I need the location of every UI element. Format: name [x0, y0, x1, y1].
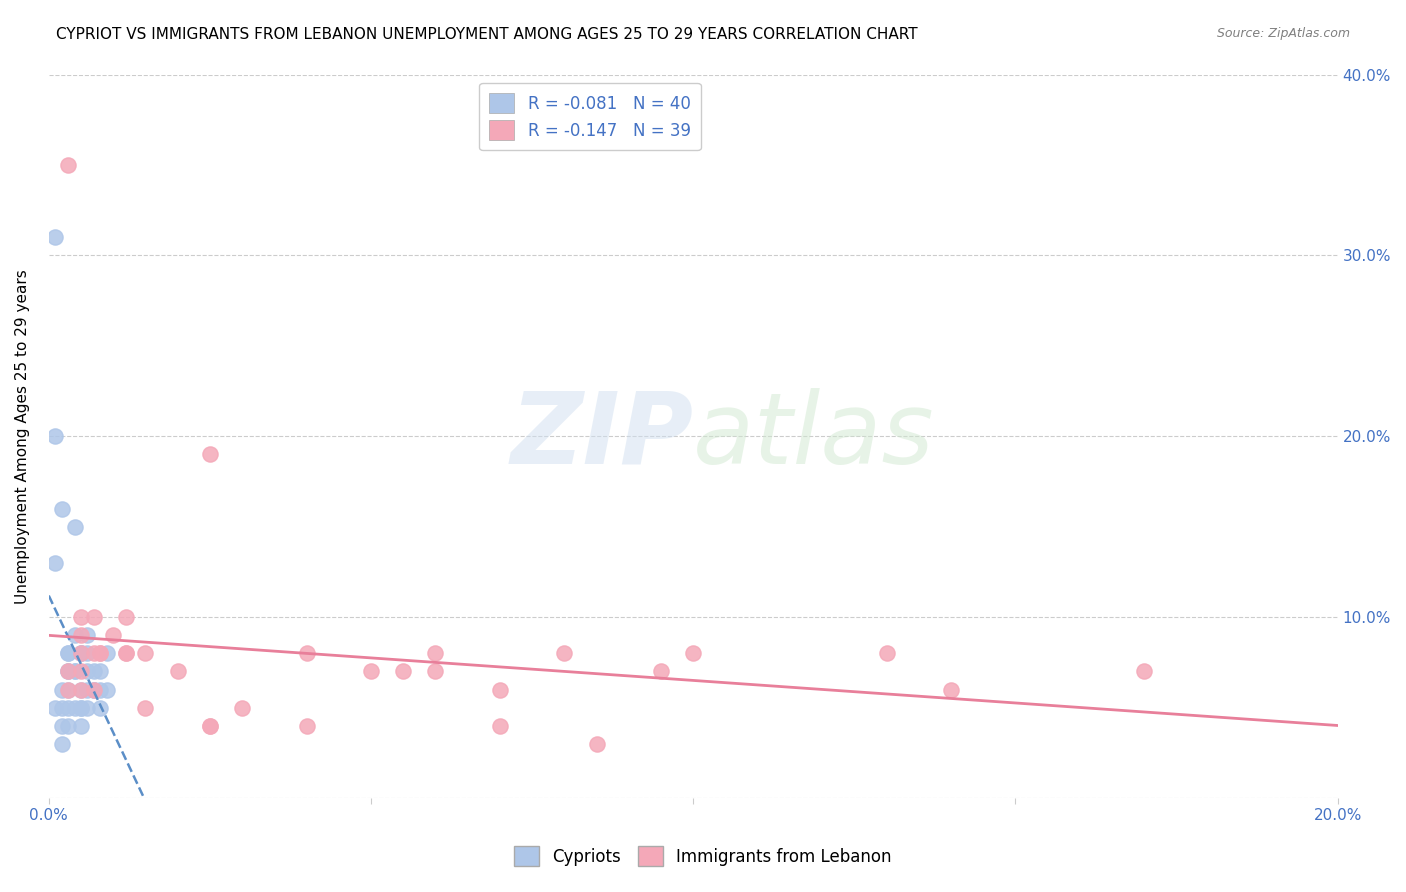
Point — [56, 665, 79, 679]
Point — [56, 682, 79, 697]
Point — [63, 665, 86, 679]
Point — [56, 682, 79, 697]
Point — [56, 665, 79, 679]
Point — [51, 700, 73, 714]
Point — [70, 682, 93, 697]
Point — [1133, 665, 1156, 679]
Point — [76, 646, 98, 660]
Point — [70, 665, 93, 679]
Point — [51, 737, 73, 751]
Point — [489, 682, 512, 697]
Point — [70, 646, 93, 660]
Point — [70, 700, 93, 714]
Point — [876, 646, 898, 660]
Point — [83, 682, 105, 697]
Y-axis label: Unemployment Among Ages 25 to 29 years: Unemployment Among Ages 25 to 29 years — [15, 268, 30, 604]
Text: Source: ZipAtlas.com: Source: ZipAtlas.com — [1216, 27, 1350, 40]
Point — [70, 646, 93, 660]
Point — [425, 665, 447, 679]
Point — [295, 719, 318, 733]
Point — [89, 682, 111, 697]
Point — [650, 665, 672, 679]
Point — [44, 556, 66, 570]
Point — [44, 429, 66, 443]
Point — [70, 628, 93, 642]
Point — [553, 646, 575, 660]
Point — [83, 682, 105, 697]
Point — [89, 700, 111, 714]
Point — [96, 682, 118, 697]
Point — [51, 501, 73, 516]
Point — [198, 719, 221, 733]
Point — [70, 610, 93, 624]
Point — [360, 665, 382, 679]
Point — [76, 628, 98, 642]
Point — [56, 646, 79, 660]
Point — [70, 682, 93, 697]
Point — [295, 646, 318, 660]
Point — [89, 646, 111, 660]
Point — [115, 646, 138, 660]
Point — [56, 719, 79, 733]
Point — [56, 158, 79, 172]
Point — [425, 646, 447, 660]
Point — [56, 665, 79, 679]
Point — [83, 682, 105, 697]
Point — [56, 700, 79, 714]
Point — [70, 646, 93, 660]
Legend: Cypriots, Immigrants from Lebanon: Cypriots, Immigrants from Lebanon — [506, 838, 900, 875]
Point — [115, 610, 138, 624]
Point — [63, 628, 86, 642]
Point — [198, 447, 221, 461]
Point — [89, 646, 111, 660]
Point — [83, 646, 105, 660]
Point — [89, 665, 111, 679]
Point — [489, 719, 512, 733]
Point — [134, 700, 156, 714]
Point — [76, 665, 98, 679]
Point — [166, 665, 188, 679]
Point — [63, 665, 86, 679]
Point — [70, 719, 93, 733]
Point — [51, 682, 73, 697]
Point — [56, 646, 79, 660]
Point — [83, 665, 105, 679]
Point — [76, 682, 98, 697]
Text: atlas: atlas — [693, 388, 935, 484]
Point — [134, 646, 156, 660]
Point — [76, 700, 98, 714]
Text: CYPRIOT VS IMMIGRANTS FROM LEBANON UNEMPLOYMENT AMONG AGES 25 TO 29 YEARS CORREL: CYPRIOT VS IMMIGRANTS FROM LEBANON UNEMP… — [56, 27, 918, 42]
Point — [83, 610, 105, 624]
Legend: R = -0.081   N = 40, R = -0.147   N = 39: R = -0.081 N = 40, R = -0.147 N = 39 — [479, 83, 700, 150]
Text: ZIP: ZIP — [510, 388, 693, 484]
Point — [96, 646, 118, 660]
Point — [682, 646, 704, 660]
Point — [63, 520, 86, 534]
Point — [63, 700, 86, 714]
Point — [939, 682, 962, 697]
Point — [115, 646, 138, 660]
Point — [585, 737, 607, 751]
Point — [392, 665, 415, 679]
Point — [51, 719, 73, 733]
Point — [231, 700, 253, 714]
Point — [44, 700, 66, 714]
Point — [44, 230, 66, 244]
Point — [103, 628, 125, 642]
Point — [70, 700, 93, 714]
Point — [198, 719, 221, 733]
